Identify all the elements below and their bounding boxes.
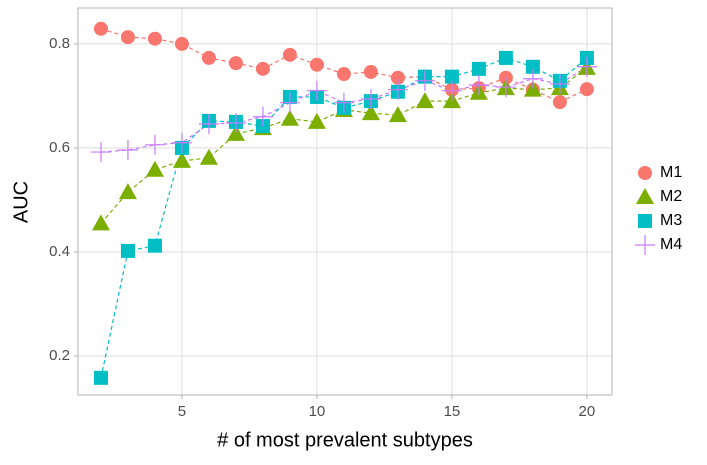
y-tick-label: 0.6 [49,139,70,156]
point [174,36,189,51]
point [198,113,219,134]
x-tick-label: 20 [579,403,596,420]
point [172,151,191,168]
point [333,92,354,113]
point [638,214,652,228]
x-tick-label: 5 [178,403,186,420]
y-axis-title: AUC [10,181,32,223]
point [636,188,654,204]
y-tick-label: 0.4 [49,243,70,260]
legend-label: M4 [660,236,682,253]
legend-label: M3 [660,212,682,229]
point [387,79,408,100]
point [336,67,351,82]
point [282,47,297,62]
point [147,31,162,46]
point [579,82,594,97]
point [471,61,486,76]
point [498,50,513,65]
point [171,132,192,153]
point [444,69,459,84]
point [201,50,216,65]
point [576,56,597,77]
point [388,106,407,123]
points [90,21,597,385]
point [414,70,435,91]
point [549,73,570,94]
point [495,77,516,98]
point [120,243,135,258]
point [147,238,162,253]
point [361,104,380,121]
point [390,70,405,85]
point [145,160,164,177]
x-tick-label: 15 [444,403,461,420]
legend-label: M2 [660,188,682,205]
point [280,109,299,126]
point [363,64,378,79]
y-tick-label: 0.8 [49,35,70,52]
point [360,89,381,110]
point [252,106,273,127]
point [638,166,652,180]
x-axis-title: # of most prevalent subtypes [217,429,473,451]
point [93,21,108,36]
point [307,112,326,129]
panel-border [77,7,613,396]
point [144,134,165,155]
point [225,112,246,133]
y-tick-label: 0.2 [49,347,70,364]
point [279,92,300,113]
point [635,235,655,255]
point [309,57,324,72]
point [199,148,218,165]
point [117,140,138,161]
point [552,95,567,110]
point [90,142,111,163]
legend: M1 M2 M3 M4 [635,164,682,255]
point [522,68,543,89]
point [441,80,462,101]
legend-label: M1 [660,164,682,181]
point [118,183,137,200]
point [120,30,135,45]
point [306,80,327,101]
point [525,59,540,74]
x-tick-label: 10 [309,403,326,420]
point [93,370,108,385]
point [228,56,243,71]
point [468,74,489,95]
point [91,214,110,231]
point [255,61,270,76]
point [415,92,434,109]
